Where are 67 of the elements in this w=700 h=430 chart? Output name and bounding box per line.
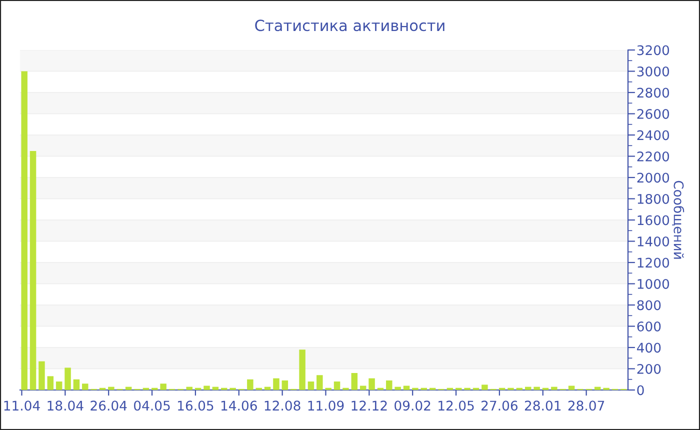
bar: [282, 380, 288, 390]
y-tick-label: 2800: [637, 88, 670, 98]
y-tick-label: 200: [637, 364, 661, 374]
x-tick-label: 11.04: [4, 400, 40, 411]
x-tick-label: 09.02: [394, 400, 430, 411]
y-tick-label: 800: [637, 300, 661, 310]
bar: [264, 386, 271, 390]
bar: [368, 378, 375, 390]
bar: [47, 376, 54, 390]
x-tick-label: 18.04: [48, 400, 84, 411]
bar: [316, 375, 323, 390]
bar: [247, 379, 254, 390]
y-tick-label: 2200: [637, 151, 670, 162]
y-tick-label: 3000: [637, 66, 670, 76]
bar: [534, 386, 540, 390]
bar: [394, 386, 401, 390]
bar: [82, 384, 88, 390]
y-tick-label: 600: [637, 321, 661, 332]
chart-title: Статистика активности: [255, 20, 444, 32]
bar: [186, 386, 192, 390]
bar: [299, 350, 306, 390]
bar: [551, 386, 558, 390]
y-tick-label: 400: [636, 342, 661, 353]
bar: [204, 386, 210, 390]
y-tick-label: 1800: [638, 194, 670, 204]
bar: [38, 361, 45, 390]
bar: [108, 386, 114, 390]
bar: [360, 386, 366, 390]
x-tick-label: 28.07: [568, 400, 604, 411]
bar: [386, 380, 392, 390]
x-tick-label: 27.06: [482, 400, 518, 411]
x-tick-label: 12.05: [438, 400, 474, 411]
y-tick-label: 2600: [637, 108, 670, 119]
bar: [403, 386, 410, 390]
bar: [308, 382, 314, 390]
x-tick-label: 11.09: [308, 400, 344, 411]
x-tick-label: 04.05: [134, 400, 170, 411]
x-tick-label: 14.06: [221, 400, 257, 411]
x-tick-label: 16.05: [178, 400, 214, 411]
bar: [524, 386, 532, 390]
y-axis-title: Сообщений: [672, 180, 684, 259]
y-tick-label: 2000: [637, 172, 670, 183]
bar: [351, 373, 358, 390]
bar: [482, 384, 488, 390]
bar: [125, 386, 132, 390]
bar: [30, 150, 36, 390]
bar: [273, 378, 280, 390]
y-tick-label: 1400: [638, 236, 670, 246]
bar: [56, 382, 62, 390]
bar: [160, 384, 166, 390]
bar: [334, 382, 340, 390]
x-tick-label: 12.08: [264, 400, 300, 411]
bar: [21, 71, 28, 390]
bar: [594, 386, 601, 390]
bar: [212, 386, 219, 390]
y-tick-label: 1200: [638, 258, 670, 268]
bar: [64, 368, 71, 390]
y-tick-label: 0: [637, 385, 644, 396]
y-tick-label: 1000: [638, 278, 670, 289]
bar: [73, 379, 80, 390]
y-tick-label: 2400: [637, 130, 670, 140]
x-tick-label: 28.01: [524, 400, 561, 411]
bar: [568, 386, 575, 390]
y-tick-label: 3200: [637, 45, 670, 56]
y-tick-label: 1600: [638, 215, 670, 226]
x-tick-label: 26.04: [90, 400, 127, 411]
x-tick-label: 12.12: [352, 400, 387, 410]
